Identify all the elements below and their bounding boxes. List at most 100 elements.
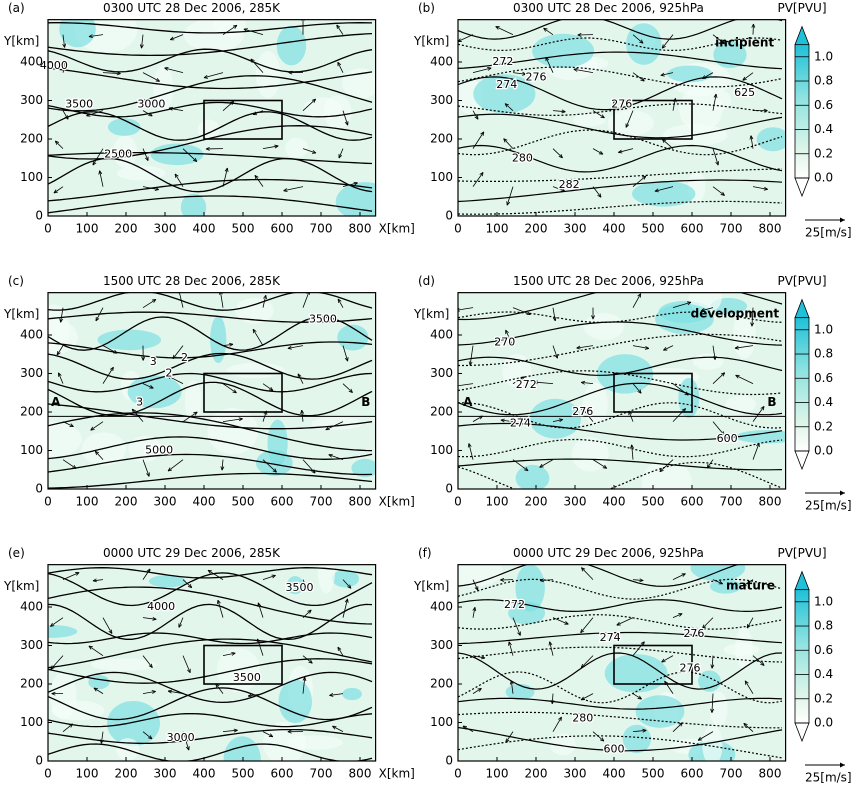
wind-vector-head [560, 188, 566, 192]
panel-title: 0300 UTC 28 Dec 2006, 285K [103, 1, 281, 15]
pv-shading [635, 695, 685, 728]
wind-vector-head [193, 411, 198, 416]
y-tick-label: 400 [430, 55, 453, 69]
contour-label: 600 [717, 432, 738, 445]
pv-shading [515, 564, 545, 612]
y-tick-label: 300 [20, 638, 43, 652]
contour-line [48, 453, 373, 476]
wind-vector-head [508, 641, 512, 646]
y-tick-label: 100 [430, 170, 453, 184]
wind-vector [172, 345, 184, 360]
wind-vector [141, 34, 144, 49]
contour-line [48, 352, 373, 380]
contour-label: 600 [604, 742, 625, 755]
wind-vector [60, 307, 64, 323]
wind-vector [712, 421, 725, 436]
contour-line [48, 687, 373, 721]
contour-line [48, 743, 373, 762]
y-tick-label: 300 [20, 366, 43, 380]
wind-vector-head [325, 426, 330, 431]
plot-area [48, 564, 376, 762]
wind-vector [469, 345, 474, 366]
contour-label: 4000 [40, 59, 68, 72]
wind-vector [88, 34, 104, 38]
wind-vector-head [252, 111, 258, 116]
contour-line [48, 572, 373, 607]
wind-vector [283, 186, 304, 192]
wind-vector-head [756, 442, 760, 448]
wind-vector [540, 579, 554, 581]
wind-vector-head [247, 693, 253, 698]
wind-vector-head [203, 74, 209, 79]
vector-key-head [840, 762, 845, 768]
wind-vector-head [69, 423, 74, 428]
wind-vector-head [220, 466, 225, 471]
plot-area [48, 292, 376, 489]
wind-vector [712, 345, 716, 360]
y-tick-label: 300 [430, 93, 453, 107]
wind-vector-head [474, 115, 479, 120]
wind-vector-head [500, 577, 505, 582]
x-tick-label: 700 [310, 222, 333, 236]
wind-vector [752, 655, 765, 666]
wind-vector [508, 641, 514, 656]
wind-vector-head [487, 67, 492, 71]
wind-vector-head [353, 181, 358, 186]
wind-vector-head [558, 154, 563, 159]
annotation: B [361, 395, 370, 409]
wind-vector [102, 72, 121, 74]
wind-vector [222, 167, 228, 187]
pv-shading [153, 65, 174, 112]
wind-vector-head [715, 161, 719, 166]
wind-vector-head [561, 109, 566, 114]
x-tick-label: 600 [681, 222, 704, 236]
contour-line [458, 726, 783, 752]
wind-vector [142, 299, 157, 308]
wind-vector-head [58, 372, 62, 377]
contour-line [48, 32, 373, 57]
wind-vector [592, 186, 602, 198]
wind-vector-head [300, 409, 305, 415]
wind-vector [468, 443, 474, 460]
y-tick-label: 400 [20, 55, 43, 69]
wind-vector-head [94, 450, 100, 456]
wind-vector [672, 613, 683, 619]
contour-line [458, 461, 783, 489]
contour-label: 276 [683, 627, 704, 640]
pv-shading [667, 65, 713, 83]
contour-line [458, 438, 783, 458]
wind-vector [512, 376, 525, 384]
x-tick-label: 100 [76, 767, 99, 781]
contour-label: 2500 [104, 147, 132, 160]
wind-vector [170, 34, 184, 41]
wind-vector [178, 617, 184, 628]
wind-vector [95, 307, 104, 322]
pv-shading [337, 324, 369, 351]
wind-vector [179, 292, 184, 308]
wind-vector-head [517, 631, 521, 636]
contour-line [458, 76, 783, 111]
wind-vector [254, 175, 264, 187]
wind-vector-head [72, 464, 77, 469]
x-tick-label: 800 [349, 767, 372, 781]
wind-vector-head [735, 374, 740, 379]
wind-vector [62, 34, 66, 48]
pv-shading [573, 113, 606, 127]
wind-vector-head [581, 567, 586, 572]
x-axis-label: X[km] [379, 222, 415, 236]
wind-vector-head [505, 329, 509, 335]
contour-line [48, 157, 373, 193]
wind-vector [697, 731, 714, 741]
wind-vector [220, 292, 224, 308]
wind-vector-head [500, 418, 505, 423]
wind-vector-head [217, 599, 221, 605]
wind-vector-head [763, 108, 768, 113]
wind-vector [735, 374, 754, 385]
wind-vector [182, 731, 190, 751]
wind-vector [543, 27, 554, 35]
wind-vector-head [93, 687, 98, 692]
contour-line [48, 67, 373, 90]
colorbar-tick-label: 0.8 [814, 619, 833, 633]
wind-vector [654, 186, 674, 192]
wind-vector-head [348, 388, 353, 393]
